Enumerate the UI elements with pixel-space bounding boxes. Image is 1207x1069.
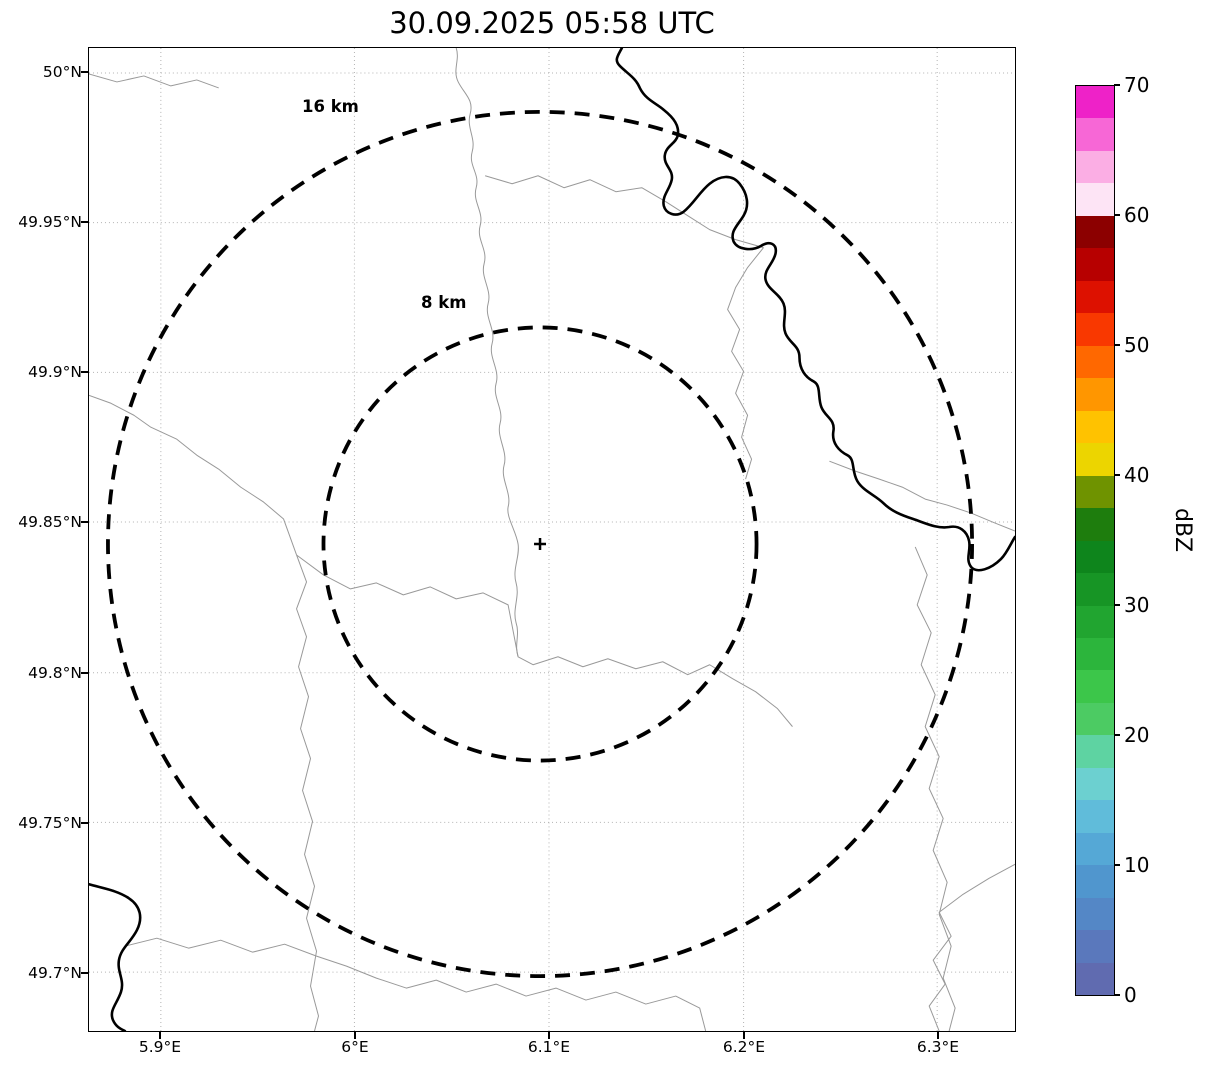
range-ring-label-8km: 8 km [421,293,467,312]
y-tick-label: 49.8°N [28,664,82,682]
colorbar-segment [1076,962,1114,996]
x-tick-label: 6.1°E [527,1038,571,1056]
colorbar-tick-mark [1114,864,1120,866]
colorbar [1075,85,1115,996]
boundary-line-left [89,394,298,556]
boundary-line-right-horizontal [829,460,1015,532]
colorbar-tick-label: 0 [1124,983,1137,1007]
boundary-line-upper-middle [485,175,764,249]
boundary-line-bottom [124,937,707,1031]
colorbar-segment [1076,573,1114,606]
colorbar-tick-mark [1114,344,1120,346]
range-ring-label-16km: 16 km [302,97,359,116]
x-tick-mark [937,1032,939,1039]
colorbar-tick-mark [1114,214,1120,216]
river-border-bottom-left [89,883,142,1031]
colorbar-segment [1076,118,1114,151]
range-ring-8km [321,325,759,763]
x-tick-mark [743,1032,745,1039]
colorbar-segment [1076,605,1114,638]
colorbar-segment [1076,280,1114,314]
x-tick-mark [548,1032,550,1039]
colorbar-segment [1076,410,1114,444]
y-tick-mark [81,672,88,674]
y-tick-mark [81,972,88,974]
y-tick-mark [81,71,88,73]
colorbar-gradient [1076,86,1114,996]
colorbar-tick-mark [1114,604,1120,606]
y-tick-mark [81,521,88,523]
boundary-line-right-lower [914,546,956,1031]
colorbar-segment [1076,443,1114,476]
boundary-line-top-left [89,73,219,89]
colorbar-segment [1076,800,1114,833]
x-tick-label: 6°E [341,1038,369,1056]
y-tick-mark [81,822,88,824]
colorbar-segment [1076,930,1114,963]
colorbar-segment [1076,313,1114,346]
y-tick-mark [81,371,88,373]
y-tick-label: 50°N [42,63,82,81]
colorbar-segment [1076,378,1114,411]
x-tick-label: 6.3°E [916,1038,960,1056]
colorbar-segment [1076,540,1114,574]
colorbar-tick-mark [1114,734,1120,736]
boundary-line-left-lower [296,554,320,1031]
colorbar-tick-label: 60 [1124,203,1150,227]
colorbar-tick-label: 30 [1124,593,1150,617]
x-tick-mark [354,1032,356,1039]
colorbar-segment [1076,183,1114,216]
colorbar-segment [1076,345,1114,379]
river-border-main [615,48,1015,572]
boundary-line-mid-horizontal [296,554,793,727]
plot-title: 30.09.2025 05:58 UTC [389,6,715,40]
colorbar-axis-label: dBZ [1170,508,1195,553]
admin-boundary-lines [89,48,1015,1031]
colorbar-segment [1076,670,1114,703]
colorbar-segment [1076,248,1114,281]
x-tick-label: 5.9°E [138,1038,182,1056]
colorbar-tick-label: 70 [1124,73,1150,97]
colorbar-segment [1076,215,1114,249]
radar-center-marker [534,538,547,550]
y-tick-label: 49.9°N [28,363,82,381]
map-canvas [89,48,1015,1031]
colorbar-tick-mark [1114,84,1120,86]
y-tick-mark [81,221,88,223]
boundary-line-bottom-right [928,863,1015,1031]
colorbar-segment [1076,475,1114,509]
colorbar-segment [1076,150,1114,184]
colorbar-segment [1076,702,1114,736]
y-tick-label: 49.75°N [18,814,82,832]
x-tick-label: 6.2°E [722,1038,766,1056]
colorbar-segment [1076,832,1114,866]
boundary-line-central [455,48,519,657]
boundary-line-right-upper [727,247,764,480]
colorbar-tick-label: 10 [1124,853,1150,877]
colorbar-tick-label: 20 [1124,723,1150,747]
colorbar-segment [1076,767,1114,801]
y-tick-label: 49.85°N [18,513,82,531]
river-border-lines [89,48,1015,1031]
colorbar-tick-label: 50 [1124,333,1150,357]
y-tick-label: 49.7°N [28,964,82,982]
colorbar-segment [1076,897,1114,931]
colorbar-tick-label: 40 [1124,463,1150,487]
map-plot-area [88,47,1016,1032]
colorbar-segment [1076,637,1114,671]
colorbar-segment [1076,508,1114,541]
colorbar-tick-mark [1114,474,1120,476]
colorbar-tick-mark [1114,994,1120,996]
colorbar-segment [1076,86,1114,119]
graticule-grid [89,48,1015,1031]
y-tick-label: 49.95°N [18,213,82,231]
x-tick-mark [159,1032,161,1039]
colorbar-segment [1076,735,1114,768]
colorbar-segment [1076,865,1114,898]
